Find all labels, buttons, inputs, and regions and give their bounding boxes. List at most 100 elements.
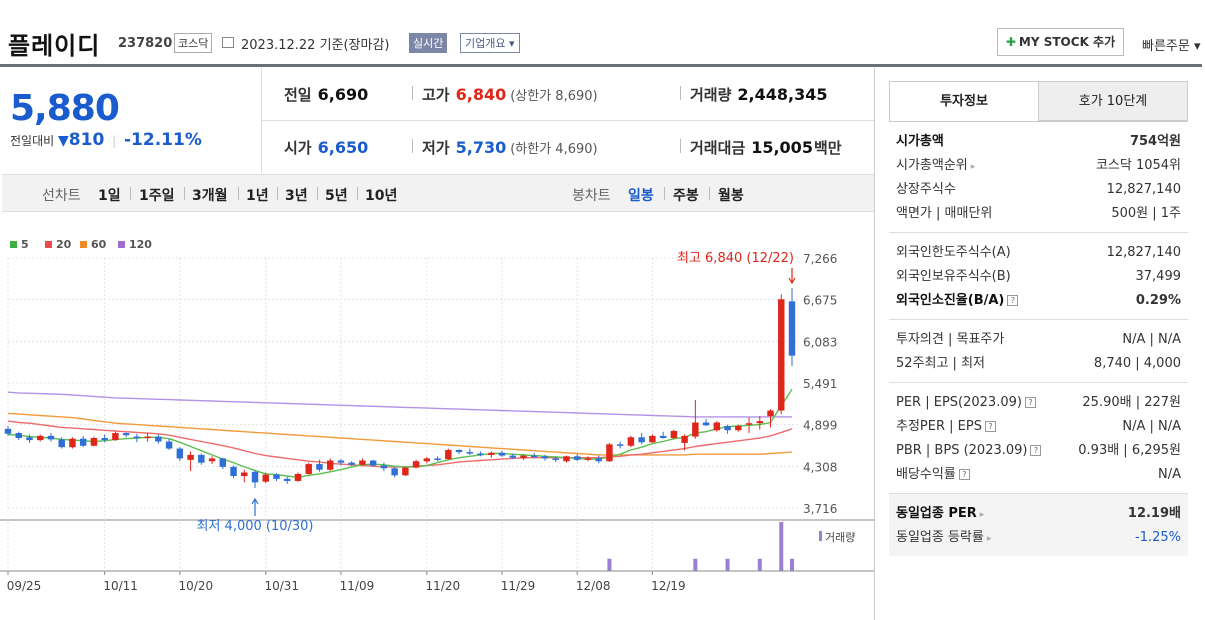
- period-1w[interactable]: 1주일: [139, 188, 175, 204]
- candle-body: [488, 452, 495, 455]
- y-tick-label: 5,491: [803, 377, 837, 391]
- candle-body: [230, 466, 237, 477]
- candle-body: [380, 465, 388, 469]
- help-icon[interactable]: ?: [958, 469, 970, 480]
- separator: |: [112, 134, 117, 148]
- candle-body: [198, 454, 205, 463]
- high-annotation: 최고 6,840 (12/22): [677, 251, 794, 266]
- candle-body: [79, 438, 87, 446]
- candle-body: [788, 301, 796, 356]
- candle-body: [573, 456, 581, 460]
- price-chart[interactable]: 7,266 6,675 6,083 5,491 4,899 4,308 3,716 09/25…: [0, 213, 874, 613]
- volume-legend-swatch: [819, 531, 822, 541]
- candle-body: [348, 462, 355, 465]
- candle-body: [745, 423, 753, 425]
- period-5y[interactable]: 5년: [325, 188, 348, 204]
- candle-body: [423, 458, 431, 462]
- period-3m[interactable]: 3개월: [192, 188, 228, 204]
- x-tick-label: 12/19: [651, 579, 686, 593]
- info-row[interactable]: 동일업종 PER ▸ 12.19배: [896, 502, 1181, 526]
- help-icon[interactable]: ?: [1007, 295, 1019, 306]
- help-icon[interactable]: ?: [984, 421, 996, 432]
- stock-header: 플레이디 237820 코스닥 2023.12.22 기준(장마감) 실시간 기…: [0, 0, 1205, 64]
- moving-average-ma20: [7, 420, 793, 468]
- realtime-button[interactable]: 실시간: [409, 33, 448, 53]
- candle-body: [735, 426, 742, 431]
- candle-body: [262, 474, 269, 482]
- candle-body: [69, 438, 76, 448]
- low-price: 저가 5,730 (하한가 4,690): [412, 137, 598, 158]
- quick-order-dropdown[interactable]: 빠른주문 ▾: [1142, 39, 1201, 54]
- candle-body: [541, 456, 549, 459]
- low-arrow: [251, 497, 259, 516]
- legend-swatch: [118, 241, 125, 248]
- chevron-right-icon: ▸: [986, 534, 992, 544]
- period-10y[interactable]: 10년: [365, 188, 398, 204]
- price-box: 5,880 전일대비 ▼810 | -12.11%: [2, 68, 262, 173]
- candle-body: [165, 441, 173, 449]
- panel-divider: [874, 68, 875, 620]
- candle-body: [316, 464, 323, 470]
- period-3y[interactable]: 3년: [285, 188, 308, 204]
- candle-weekly[interactable]: 주봉: [673, 188, 699, 204]
- candle-daily[interactable]: 일봉: [628, 188, 654, 204]
- high-price: 고가 6,840 (상한가 8,690): [412, 84, 598, 105]
- candle-body: [176, 448, 184, 459]
- period-1d[interactable]: 1일: [98, 188, 121, 204]
- info-key: 배당수익률?: [896, 463, 970, 487]
- stock-code: 237820: [118, 36, 173, 51]
- info-value: 12.19배: [1127, 506, 1181, 521]
- info-row: 외국인소진율(B/A)? 0.29%: [896, 289, 1181, 313]
- info-row: PER | EPS(2023.09)? 25.90배 | 227원: [896, 391, 1181, 415]
- info-key: 추정PER | EPS?: [896, 415, 996, 439]
- candle-body: [638, 437, 645, 443]
- info-key: 액면가 | 매매단위: [896, 206, 993, 221]
- help-icon[interactable]: ?: [1024, 397, 1036, 408]
- market-badge: 코스닥: [174, 33, 213, 53]
- y-tick-label: 6,083: [803, 335, 837, 349]
- tab-order-book[interactable]: 호가 10단계: [1038, 81, 1188, 121]
- info-group-5: 동일업종 PER ▸ 12.19배 동일업종 등락률 ▸ -1.25%: [889, 494, 1188, 556]
- info-row: 외국인한도주식수(A) 12,827,140: [896, 241, 1181, 265]
- period-1y[interactable]: 1년: [246, 188, 269, 204]
- info-row[interactable]: 동일업종 등락률 ▸ -1.25%: [896, 526, 1181, 550]
- help-icon[interactable]: ?: [1030, 445, 1042, 456]
- info-key: 외국인소진율(B/A)?: [896, 289, 1019, 313]
- candle-body: [584, 458, 592, 460]
- prev-close: 전일 6,690: [284, 85, 369, 104]
- info-row: PBR | BPS (2023.09)? 0.93배 | 6,295원: [896, 439, 1181, 463]
- candle-body: [305, 464, 312, 474]
- candle-monthly[interactable]: 월봉: [718, 188, 744, 204]
- candle-body: [509, 455, 516, 458]
- candle-body: [273, 474, 280, 479]
- candle-body: [112, 433, 119, 441]
- stock-name: 플레이디: [8, 32, 101, 60]
- y-tick-label: 6,675: [803, 294, 837, 308]
- company-overview-dropdown[interactable]: 기업개요 ▾: [460, 33, 520, 53]
- candle-body: [326, 460, 334, 470]
- my-stock-add-button[interactable]: ✚ MY STOCK 추가: [997, 28, 1124, 56]
- candle-body: [4, 428, 12, 434]
- info-row: 52주최고 | 최저 8,740 | 4,000: [896, 352, 1181, 376]
- legend-label: 60: [91, 238, 107, 251]
- info-value: 37,499: [1135, 269, 1182, 284]
- y-tick-label: 7,266: [803, 252, 837, 266]
- header-divider: [0, 64, 1202, 67]
- candle-body: [767, 410, 774, 417]
- candle-body: [26, 437, 33, 441]
- tab-investment-info[interactable]: 투자정보: [889, 81, 1039, 121]
- x-tick-label: 11/20: [426, 579, 461, 593]
- volume-bar: [757, 558, 762, 571]
- price-change: 전일대비 ▼810 | -12.11%: [10, 130, 202, 150]
- info-value: 754억원: [1129, 134, 1181, 149]
- candle-body: [101, 438, 108, 441]
- candle-body: [756, 421, 764, 424]
- info-key: 시가총액순위 ▸: [896, 158, 976, 173]
- x-tick-label: 11/09: [340, 579, 375, 593]
- info-group-2: 외국인한도주식수(A) 12,827,140 외국인보유주식수(B) 37,499 외국…: [889, 233, 1188, 320]
- x-tick-label: 11/29: [501, 579, 536, 593]
- info-value: -1.25%: [1135, 530, 1181, 545]
- candle-body: [391, 468, 398, 476]
- candle-body: [606, 444, 613, 462]
- info-row[interactable]: 시가총액순위 ▸ 코스닥 1054위: [896, 154, 1181, 178]
